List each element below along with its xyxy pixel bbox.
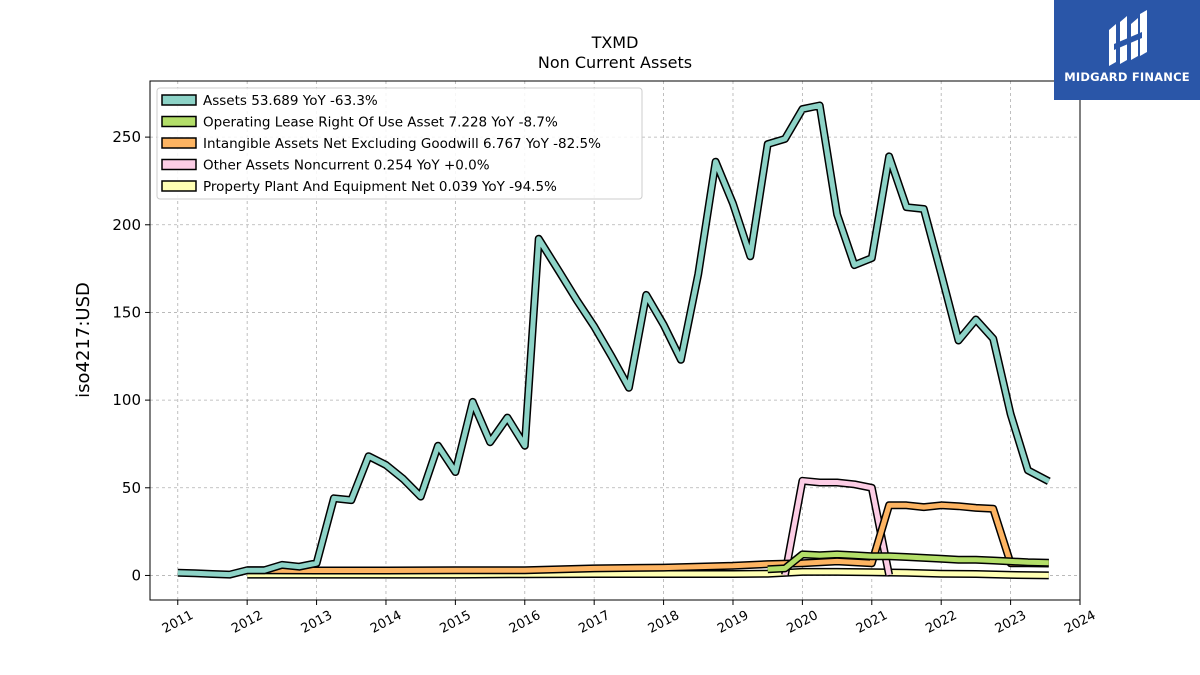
legend-entry: Property Plant And Equipment Net 0.039 Y…	[203, 179, 557, 195]
legend-entry: Assets 53.689 YoY -63.3%	[203, 93, 378, 109]
y-tick-label: 200	[112, 216, 141, 234]
series-line-property-plant-and-equipment-net	[247, 569, 1049, 578]
x-tick-label: 2021	[854, 608, 890, 637]
y-axis-label: iso4217:USD	[73, 282, 94, 398]
x-tick-label: 2020	[784, 608, 820, 637]
x-tick-label: 2012	[229, 608, 265, 637]
chart-subtitle: Non Current Assets	[538, 53, 692, 72]
legend-entry: Other Assets Noncurrent 0.254 YoY +0.0%	[203, 158, 490, 174]
y-tick-label: 100	[112, 391, 141, 409]
legend-swatch	[161, 158, 197, 171]
legend-swatch	[161, 115, 197, 128]
logo: MIDGARD FINANCE	[1054, 0, 1200, 100]
series-line-other-assets-noncurrent	[782, 478, 892, 576]
x-tick-label: 2023	[993, 608, 1029, 637]
series-line-intangible-assets-net-excluding-goodwill	[247, 502, 1049, 573]
x-tick-label: 2016	[507, 608, 543, 637]
legend-swatch	[161, 94, 197, 106]
x-tick-label: 2022	[923, 608, 959, 637]
series-line-assets	[177, 103, 1050, 578]
chart-title: TXMD	[591, 33, 639, 52]
x-tick-label: 2017	[576, 608, 612, 637]
legend-box	[156, 87, 643, 200]
x-tick-label: 2011	[160, 608, 196, 637]
y-tick-label: 150	[112, 303, 141, 321]
legend-entry: Intangible Assets Net Excluding Goodwill…	[203, 136, 601, 152]
x-tick-label: 2014	[368, 608, 404, 637]
y-tick-label: 250	[112, 128, 141, 146]
y-tick-label: 50	[122, 479, 141, 497]
x-tick-label: 2024	[1062, 608, 1098, 637]
logo-mark-icon	[1109, 10, 1147, 66]
y-tick-label: 0	[131, 566, 141, 584]
series-layer	[177, 101, 1051, 580]
logo-text: MIDGARD FINANCE	[1064, 70, 1190, 84]
x-tick-label: 2018	[646, 608, 682, 637]
x-tick-label: 2013	[299, 608, 335, 637]
x-tick-label: 2019	[715, 608, 751, 637]
legend-entry: Operating Lease Right Of Use Asset 7.228…	[203, 115, 558, 131]
legend-swatch	[161, 137, 197, 149]
series-line-operating-lease-right-of-use-asset	[767, 551, 1049, 572]
x-tick-label: 2015	[437, 608, 473, 637]
plot-frame	[149, 80, 1081, 601]
legend: Assets 53.689 YoY -63.3% Operating Lease …	[156, 87, 643, 200]
legend-swatch	[161, 180, 197, 192]
